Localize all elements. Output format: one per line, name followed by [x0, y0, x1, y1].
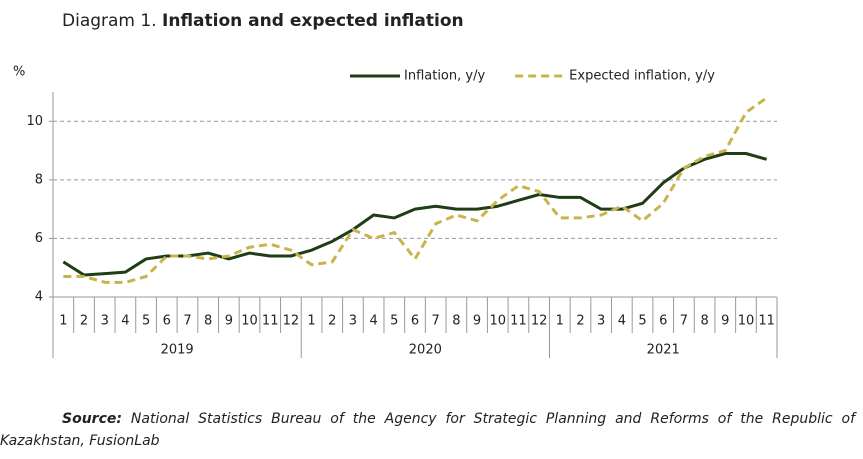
x-tick-label: 8	[204, 314, 212, 329]
x-tick-label: 2	[576, 314, 584, 329]
x-tick-label: 9	[225, 314, 233, 329]
x-tick-label: 11	[758, 314, 775, 329]
source-label: Source:	[62, 411, 122, 427]
x-tick-label: 3	[101, 314, 109, 329]
x-tick-label: 9	[473, 314, 481, 329]
x-tick-label: 5	[142, 314, 150, 329]
y-axis-label: %	[13, 65, 25, 80]
title-main: Inflation and expected inflation	[162, 11, 464, 31]
y-tick-label: 6	[35, 231, 43, 246]
x-tick-label: 3	[597, 314, 605, 329]
x-tick-label: 1	[59, 314, 67, 329]
x-tick-label: 6	[411, 314, 419, 329]
x-tick-label: 5	[638, 314, 646, 329]
x-tick-label: 11	[510, 314, 527, 329]
chart-title: Diagram 1. Inflation and expected inflat…	[62, 11, 464, 31]
x-tick-label: 4	[618, 314, 626, 329]
title-prefix: Diagram 1.	[62, 11, 157, 31]
x-tick-label: 8	[452, 314, 460, 329]
x-tick-label: 3	[349, 314, 357, 329]
x-tick-label: 1	[307, 314, 315, 329]
source-note: Source: National Statistics Bureau of th…	[0, 408, 855, 452]
y-tick-label: 4	[35, 290, 43, 305]
x-tick-label: 11	[262, 314, 279, 329]
y-tick-label: 8	[35, 172, 43, 187]
chart: Diagram 1. Inflation and expected inflat…	[13, 11, 778, 358]
x-tick-label: 4	[121, 314, 129, 329]
legend-label: Expected inflation, y/y	[569, 69, 715, 84]
x-tick-label: 9	[721, 314, 729, 329]
x-tick-label: 7	[680, 314, 688, 329]
x-tick-label: 7	[432, 314, 440, 329]
x-tick-label: 6	[659, 314, 667, 329]
year-label: 2021	[647, 343, 680, 358]
x-tick-label: 12	[283, 314, 300, 329]
x-tick-label: 12	[531, 314, 548, 329]
x-tick-label: 10	[241, 314, 258, 329]
x-tick-label: 2	[80, 314, 88, 329]
legend-label: Inflation, y/y	[404, 69, 485, 84]
year-label: 2019	[161, 343, 194, 358]
y-tick-label: 10	[26, 114, 43, 129]
series-line	[62, 152, 768, 277]
x-tick-label: 2	[328, 314, 336, 329]
x-tick-label: 10	[738, 314, 755, 329]
x-tick-label: 5	[390, 314, 398, 329]
x-tick-label: 8	[700, 314, 708, 329]
series-line	[63, 96, 768, 284]
x-tick-label: 4	[369, 314, 377, 329]
source-text: National Statistics Bureau of the Agency…	[0, 411, 855, 449]
x-tick-label: 7	[183, 314, 191, 329]
x-tick-label: 6	[163, 314, 171, 329]
year-label: 2020	[409, 343, 442, 358]
x-tick-label: 1	[556, 314, 564, 329]
x-tick-label: 10	[489, 314, 506, 329]
